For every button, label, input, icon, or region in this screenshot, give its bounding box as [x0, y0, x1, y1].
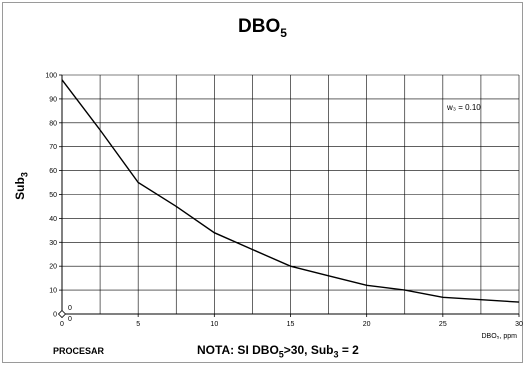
x-axis-label: DBO₅, ppm	[482, 333, 518, 340]
y-tick-label: 70	[49, 144, 57, 151]
nota-subscript-2: 3	[333, 349, 339, 360]
procesar-button[interactable]: PROCESAR	[53, 346, 105, 356]
y-tick-label: 90	[49, 96, 57, 103]
title-main: DBO	[238, 16, 281, 37]
y-tick-label: 0	[53, 312, 57, 319]
cursor-diamond-icon[interactable]	[57, 309, 67, 319]
nota-prefix: NOTA: SI DBO	[197, 343, 279, 357]
cursor-readout-y: 0	[68, 316, 72, 323]
series-line	[61, 79, 520, 303]
y-tick-label: 50	[49, 192, 57, 199]
annotation-w3: w₃ = 0.10	[446, 103, 481, 112]
cursor-readout-x: 0	[68, 305, 72, 312]
x-tick-label: 20	[363, 321, 371, 328]
x-tick-label: 15	[287, 321, 295, 328]
y-tick-label: 30	[49, 240, 57, 247]
y-tick-label: 60	[49, 168, 57, 175]
title-subscript: 5	[280, 25, 287, 40]
cursor-marker[interactable]: 0 0	[57, 305, 73, 323]
nota-suffix: = 2	[338, 343, 359, 357]
y-tick-label: 100	[45, 73, 57, 80]
nota-subscript-1: 5	[278, 349, 284, 360]
chart-title: DBO5	[0, 16, 525, 40]
x-tick-label: 25	[439, 321, 447, 328]
nota-mid: >30, Sub	[283, 343, 334, 357]
y-tick-label: 80	[49, 120, 57, 127]
x-tick-label: 30	[515, 321, 523, 328]
x-tick-label: 5	[136, 321, 140, 328]
y-tick-label: 40	[49, 216, 57, 223]
tick-labels: 0 10 20 30 40 50 60 70 80 90 100 0 5 10 15 20 25 30	[45, 73, 523, 329]
x-tick-label: 10	[210, 321, 218, 328]
y-tick-label: 20	[49, 264, 57, 271]
y-tick-label: 10	[49, 288, 57, 295]
nota-text: NOTA: SI DBO5>30, Sub3 = 2	[197, 343, 359, 359]
x-tick-label: 0	[60, 321, 64, 328]
axes	[59, 74, 520, 317]
